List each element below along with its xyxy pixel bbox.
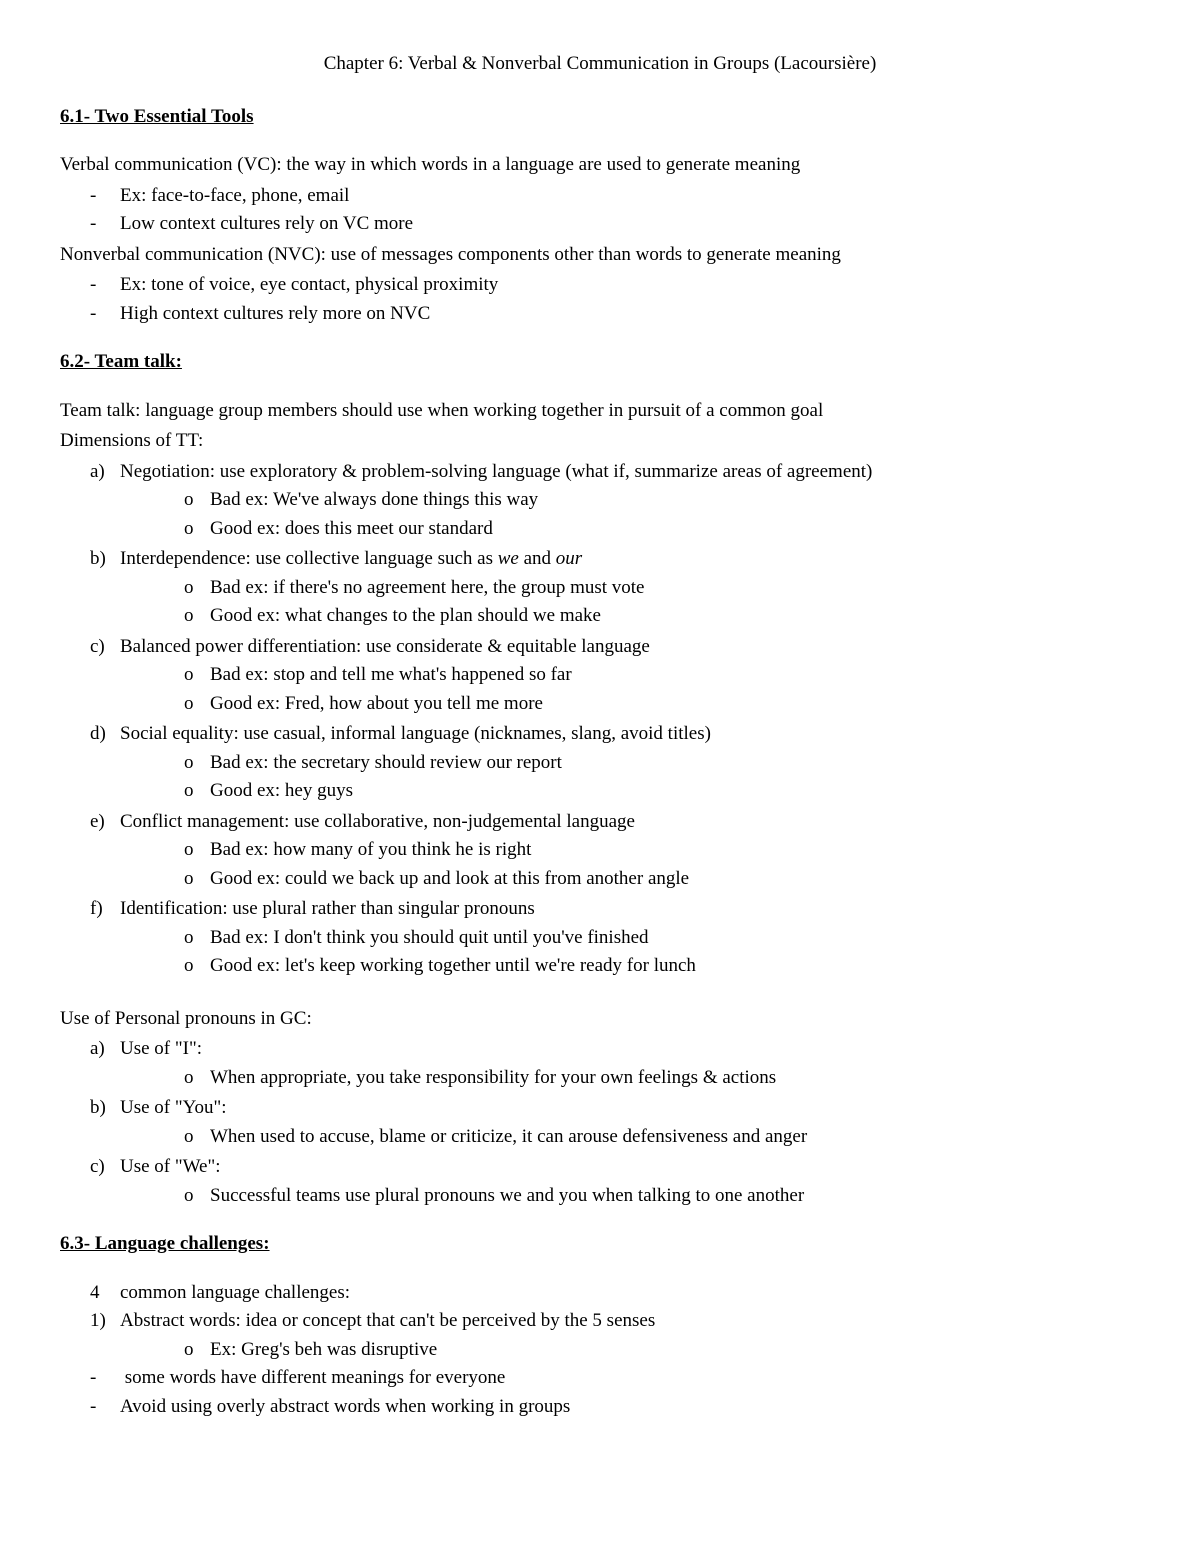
challenge-note-2: Avoid using overly abstract words when w… xyxy=(120,1393,1140,1422)
nvc-bullet-1: Ex: tone of voice, eye contact, physical… xyxy=(120,271,1140,300)
dim-b-good: Good ex: what changes to the plan should… xyxy=(210,602,1140,631)
dim-a: a)Negotiation: use exploratory & problem… xyxy=(120,458,1140,544)
pronoun-i-desc: When appropriate, you take responsibilit… xyxy=(210,1064,1140,1093)
heading-6-1: 6.1- Two Essential Tools xyxy=(60,103,1140,132)
team-talk-definition: Team talk: language group members should… xyxy=(60,397,1140,426)
vc-bullet-1: Ex: face-to-face, phone, email xyxy=(120,182,1140,211)
dim-f-good: Good ex: let's keep working together unt… xyxy=(210,952,1140,981)
pronoun-we-desc: Successful teams use plural pronouns we … xyxy=(210,1182,1140,1211)
dim-c: c)Balanced power differentiation: use co… xyxy=(120,633,1140,719)
vc-bullet-2: Low context cultures rely on VC more xyxy=(120,210,1140,239)
dim-c-bad: Bad ex: stop and tell me what's happened… xyxy=(210,661,1140,690)
pronoun-we: c)Use of "We": Successful teams use plur… xyxy=(120,1153,1140,1210)
dim-a-good: Good ex: does this meet our standard xyxy=(210,515,1140,544)
pronoun-you-desc: When used to accuse, blame or criticize,… xyxy=(210,1123,1140,1152)
dim-e-good: Good ex: could we back up and look at th… xyxy=(210,865,1140,894)
challenges-intro: 4common language challenges: xyxy=(120,1279,1140,1308)
dim-b: b)Interdependence: use collective langua… xyxy=(120,545,1140,631)
dim-b-bad: Bad ex: if there's no agreement here, th… xyxy=(210,574,1140,603)
vc-definition: Verbal communication (VC): the way in wh… xyxy=(60,151,1140,180)
nvc-bullet-2: High context cultures rely more on NVC xyxy=(120,300,1140,329)
dim-e-bad: Bad ex: how many of you think he is righ… xyxy=(210,836,1140,865)
dim-c-good: Good ex: Fred, how about you tell me mor… xyxy=(210,690,1140,719)
nvc-definition: Nonverbal communication (NVC): use of me… xyxy=(60,241,1140,270)
heading-6-2: 6.2- Team talk: xyxy=(60,348,1140,377)
dim-d-good: Good ex: hey guys xyxy=(210,777,1140,806)
challenge-1: 1)Abstract words: idea or concept that c… xyxy=(120,1307,1140,1364)
heading-6-3: 6.3- Language challenges: xyxy=(60,1230,1140,1259)
personal-pronouns-intro: Use of Personal pronouns in GC: xyxy=(60,1005,1140,1034)
pronoun-i: a)Use of "I": When appropriate, you take… xyxy=(120,1035,1140,1092)
challenge-note-1: some words have different meanings for e… xyxy=(120,1364,1140,1393)
dim-d-bad: Bad ex: the secretary should review our … xyxy=(210,749,1140,778)
dim-e: e)Conflict management: use collaborative… xyxy=(120,808,1140,894)
dim-f-bad: Bad ex: I don't think you should quit un… xyxy=(210,924,1140,953)
dim-d: d)Social equality: use casual, informal … xyxy=(120,720,1140,806)
pronoun-you: b)Use of "You": When used to accuse, bla… xyxy=(120,1094,1140,1151)
chapter-title: Chapter 6: Verbal & Nonverbal Communicat… xyxy=(60,50,1140,79)
dimensions-intro: Dimensions of TT: xyxy=(60,427,1140,456)
dim-f: f)Identification: use plural rather than… xyxy=(120,895,1140,981)
dim-a-bad: Bad ex: We've always done things this wa… xyxy=(210,486,1140,515)
challenge-1-ex: Ex: Greg's beh was disruptive xyxy=(210,1336,1140,1365)
